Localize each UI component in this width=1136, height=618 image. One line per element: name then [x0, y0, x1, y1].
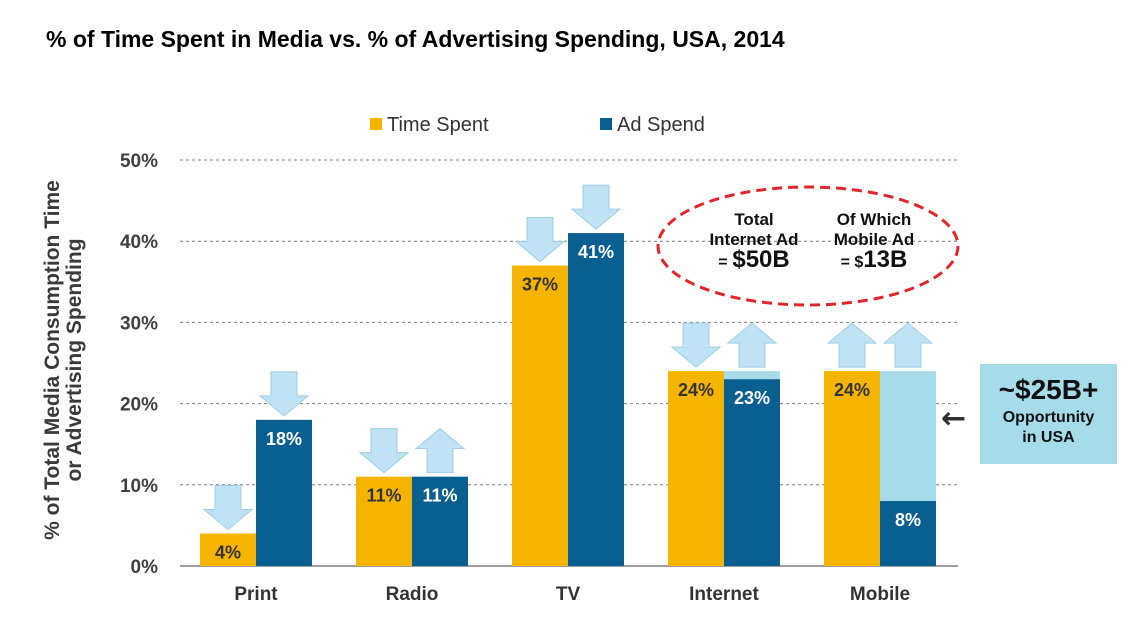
data-label: 4%: [215, 543, 241, 563]
x-tick-label: Radio: [386, 584, 439, 605]
bar-ad-spend: [568, 233, 624, 566]
data-label: 24%: [834, 380, 870, 400]
callout-mobile-value: 13B: [863, 246, 908, 273]
arrow-down-icon: [670, 322, 722, 368]
legend-swatch: [600, 118, 612, 130]
data-label: 11%: [422, 486, 457, 506]
opportunity-text: Opportunity in USA: [1002, 409, 1095, 446]
arrow-up-icon: [726, 322, 778, 368]
bar-ad-spend: [880, 501, 936, 566]
data-label: 37%: [522, 275, 558, 295]
y-tick-label: 40%: [120, 232, 158, 253]
callout-mobile: Of Which Mobile Ad = $13B: [818, 210, 930, 273]
callout-internet-line-1: Total: [734, 210, 774, 229]
arrow-down-icon: [358, 428, 410, 474]
arrow-down-icon: [258, 371, 310, 417]
callout-mobile-line-2: Mobile Ad: [833, 230, 915, 249]
x-tick-label: Internet: [689, 584, 759, 605]
callout-ellipse: [656, 185, 960, 307]
arrow-left-icon: ←: [941, 401, 966, 436]
bar-ad-spend: [724, 379, 780, 566]
data-label: 23%: [734, 388, 770, 408]
callout-internet-value: $50B: [732, 246, 790, 273]
data-label: 18%: [266, 429, 302, 449]
data-label: 41%: [578, 242, 614, 262]
bar-time-spent: [200, 533, 256, 566]
callout-internet: Total Internet Ad = $50B: [698, 210, 810, 273]
bar-time-spent: [512, 265, 568, 566]
arrow-down-icon: [514, 217, 566, 263]
data-label: 24%: [678, 380, 714, 400]
arrow-up-icon: [826, 322, 878, 368]
callout-mobile-line-1: Of Which: [836, 210, 912, 229]
legend-label: Ad Spend: [617, 114, 705, 136]
bar-ad-spend: [256, 419, 312, 566]
data-label: 8%: [895, 510, 921, 530]
y-tick-label: 20%: [120, 395, 158, 416]
callout-internet-eq: =: [718, 254, 728, 271]
y-tick-label: 0%: [131, 557, 159, 578]
x-tick-label: TV: [556, 584, 581, 605]
y-tick-label: 50%: [120, 151, 158, 172]
callout-internet-line-2: Internet Ad: [709, 230, 799, 249]
arrow-down-icon: [570, 184, 622, 230]
opportunity-box: ~$25B+ Opportunity in USA: [980, 364, 1117, 464]
bar-ad-spend: [412, 476, 468, 566]
arrow-down-icon: [202, 485, 254, 531]
arrow-up-icon: [882, 322, 934, 368]
arrow-up-icon: [414, 428, 466, 474]
x-tick-label: Print: [234, 584, 278, 605]
chart-title: % of Time Spent in Media vs. % of Advert…: [46, 26, 785, 52]
bar-time-spent: [824, 371, 880, 566]
data-label: 11%: [366, 486, 401, 506]
legend-swatch: [370, 118, 382, 130]
opportunity-amount: ~$25B+: [998, 374, 1099, 405]
y-tick-label: 30%: [120, 313, 158, 334]
callout-mobile-eq: = $: [840, 254, 864, 271]
y-tick-label: 10%: [120, 476, 158, 497]
x-tick-label: Mobile: [850, 584, 910, 605]
bar-time-spent: [356, 476, 412, 566]
bar-time-spent: [668, 371, 724, 566]
legend-label: Time Spent: [387, 114, 489, 136]
